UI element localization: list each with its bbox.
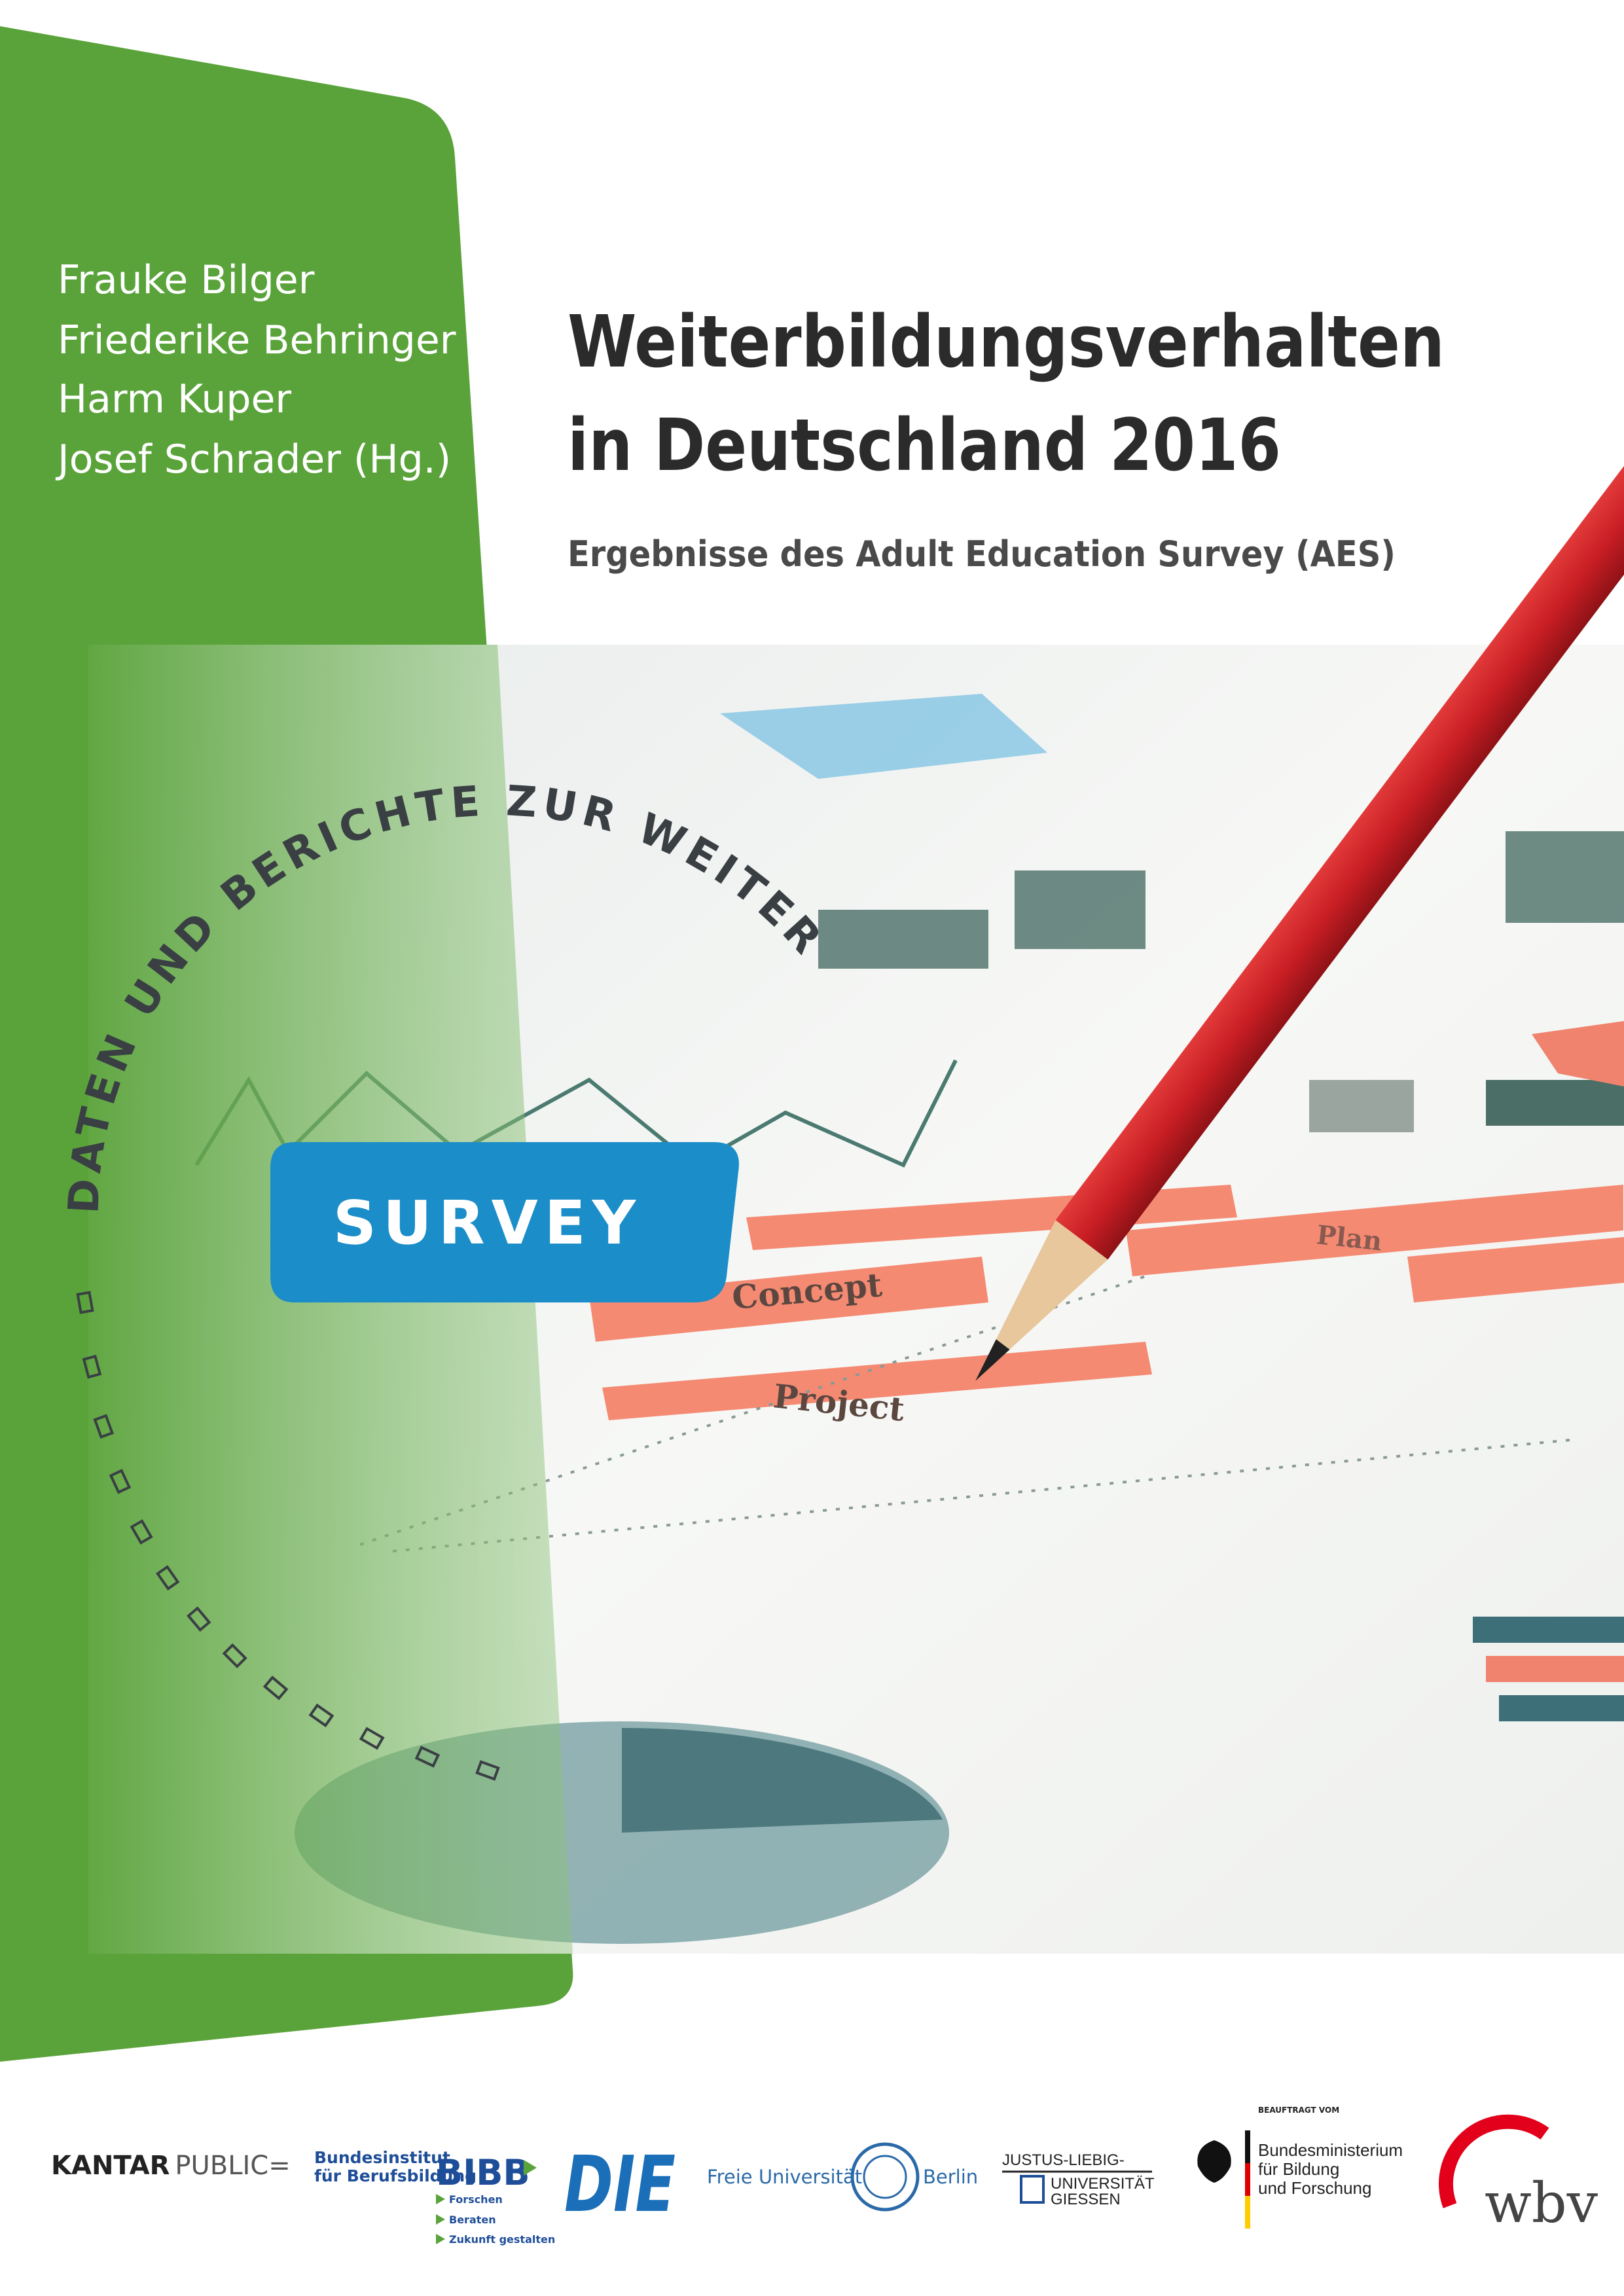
bmbf-name: für Bildung [1258,2159,1339,2179]
jlu-name: JUSTUS-LIEBIG- [1002,2151,1125,2169]
arc-dot [262,1676,289,1700]
bmbf-name: Bundesministerium [1258,2140,1403,2160]
arc-dot [76,1291,94,1314]
arc-dot [130,1519,153,1545]
bibb-bullet [436,2234,445,2244]
kantar-word: KANTAR [51,2151,170,2181]
arc-dot [359,1727,385,1750]
bibb-claim: Forschen [449,2193,503,2206]
jlu-name: GIESSEN [1051,2191,1121,2208]
survey-badge [270,1142,739,1302]
bibb-name: Bundesinstitut [314,2148,450,2167]
fu-city: Berlin [923,2166,978,2188]
bibb-bullet [436,2214,445,2225]
flag-stripe [1245,2130,1250,2163]
bibb-claim: Zukunft gestalten [449,2233,555,2246]
arc-dot [187,1606,211,1632]
arc-dot [222,1643,247,1668]
jlu-emblem [1020,2175,1045,2204]
bmbf-eagle [1197,2140,1231,2183]
kantar-logo: KANTAR PUBLIC= [51,2151,291,2181]
arc-dot [475,1760,500,1781]
kantar-word: PUBLIC= [175,2151,290,2181]
fu-seal [850,2142,920,2212]
die-logo: DIE [564,2139,676,2229]
bmbf-note: BEAUFTRAGT VOM [1258,2106,1339,2115]
flag-stripe [1245,2163,1250,2196]
wbv-arc [1438,2114,1549,2208]
author: Friederike Behringer [58,317,456,363]
author: Frauke Bilger [58,257,315,303]
arc-dot [414,1746,441,1768]
logos: KANTAR PUBLIC= Bundesinstitut für Berufsb… [51,2106,1598,2246]
fu-name: Freie Universität [707,2166,862,2188]
jlu-name: UNIVERSITÄT [1051,2175,1155,2193]
bibb-bullet [436,2194,445,2204]
arc-dot [308,1703,334,1728]
author: Josef Schrader (Hg.) [55,437,451,482]
bibb-claim: Beraten [449,2214,496,2226]
arc-dot [109,1469,132,1494]
authors: Frauke Bilger Friederike Behringer Harm … [55,257,456,482]
bibb-arrow [524,2160,537,2176]
pencil [975,384,1624,1381]
arc-dot [93,1414,115,1439]
arc-dots [76,1291,500,1781]
title-line: Weiterbildungsverhalten [568,300,1445,384]
wbv-logo: wbv [1485,2171,1598,2235]
fu-seal-inner [863,2155,907,2199]
badge-text: SURVEY [333,1188,642,1258]
author: Harm Kuper [58,376,291,422]
bmbf-name: und Forschung [1258,2178,1371,2198]
arc-dot [156,1565,180,1591]
flag-stripe [1245,2196,1250,2229]
bibb-name: für Berufsbildung [314,2166,477,2185]
arc-dot [82,1354,102,1379]
bibb-short: BIBB [436,2152,530,2193]
title-line: in Deutschland 2016 [568,403,1281,487]
subtitle: Ergebnisse des Adult Education Survey (A… [568,533,1396,575]
photo-label: Plan [1315,1219,1384,1257]
